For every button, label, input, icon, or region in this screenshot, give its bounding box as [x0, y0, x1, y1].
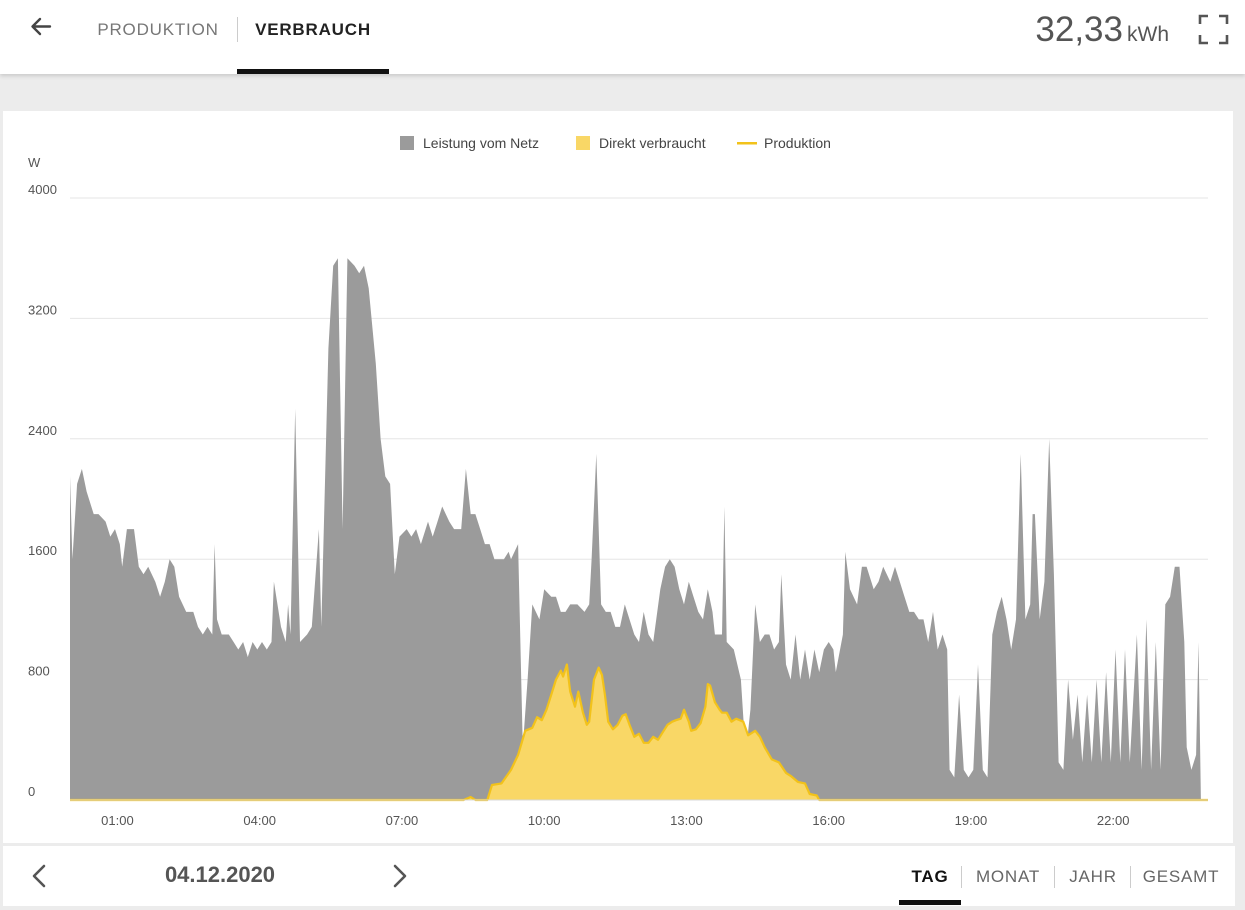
legend-label: Produktion [764, 135, 831, 151]
x-tick-label: 19:00 [955, 813, 988, 828]
period-gesamt[interactable]: GESAMT [1142, 867, 1220, 886]
period-monat[interactable]: MONAT [975, 867, 1041, 886]
consumption-chart: Leistung vom Netz Direkt verbraucht Produk… [28, 135, 1208, 828]
x-tick-label: 04:00 [243, 813, 276, 828]
top-bar: PRODUKTION VERBRAUCH 32,33 kWh [0, 0, 1245, 74]
total-energy-unit: kWh [1127, 23, 1169, 46]
y-tick-label: 4000 [28, 182, 57, 197]
period-divider [961, 866, 962, 888]
active-period-indicator [899, 900, 961, 905]
legend-label: Direkt verbraucht [599, 135, 706, 151]
x-tick-label: 10:00 [528, 813, 561, 828]
tab-divider [237, 17, 238, 42]
active-tab-indicator [237, 69, 389, 74]
x-tick-label: 07:00 [386, 813, 419, 828]
footer-bar: 04.12.2020 TAG MONAT JAHR GESAMT [3, 846, 1235, 906]
y-tick-label: 0 [28, 784, 35, 799]
y-axis-label: W [28, 155, 41, 170]
x-tick-label: 01:00 [101, 813, 134, 828]
period-divider [1130, 866, 1131, 888]
total-energy: 32,33 kWh [1035, 10, 1169, 50]
period-divider [1054, 866, 1055, 888]
series-direkt-verbraucht-area [70, 664, 1208, 800]
period-jahr[interactable]: JAHR [1069, 867, 1117, 886]
fullscreen-button[interactable] [1198, 14, 1229, 45]
date-display[interactable]: 04.12.2020 [164, 862, 276, 887]
tab-verbrauch[interactable]: VERBRAUCH [255, 20, 371, 39]
back-button[interactable] [26, 12, 56, 42]
chevron-left-icon [32, 864, 46, 888]
previous-day-button[interactable] [25, 860, 55, 892]
x-tick-label: 16:00 [812, 813, 845, 828]
chart-card: Leistung vom Netz Direkt verbraucht Produk… [3, 111, 1233, 843]
x-tick-label: 13:00 [670, 813, 703, 828]
legend-label: Leistung vom Netz [423, 135, 539, 151]
y-tick-label: 3200 [28, 302, 57, 317]
period-tag[interactable]: TAG [911, 867, 949, 886]
next-day-button[interactable] [384, 860, 414, 892]
legend-line-swatch [737, 142, 757, 145]
legend-swatch [576, 136, 590, 150]
series-leistung-vom-netz-area [70, 258, 1201, 800]
fullscreen-icon [1198, 14, 1229, 45]
arrow-left-icon [31, 17, 52, 36]
chevron-right-icon [393, 864, 407, 888]
tab-produktion[interactable]: PRODUKTION [97, 20, 219, 39]
x-tick-label: 22:00 [1097, 813, 1130, 828]
y-tick-label: 2400 [28, 423, 57, 438]
y-tick-label: 800 [28, 664, 50, 679]
legend-swatch [400, 136, 414, 150]
y-tick-label: 1600 [28, 543, 57, 558]
series-produktion-line [70, 663, 1208, 802]
total-energy-value: 32,33 [1035, 10, 1123, 49]
